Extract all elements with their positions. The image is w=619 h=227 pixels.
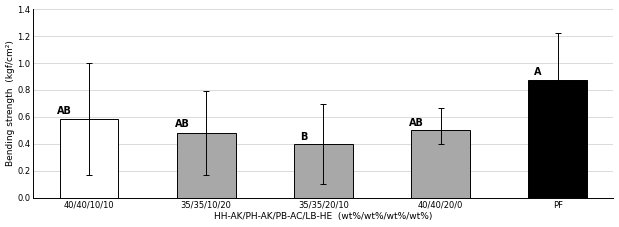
Bar: [529, 80, 587, 198]
Bar: [177, 133, 235, 198]
Bar: [294, 144, 353, 198]
Text: AB: AB: [409, 118, 424, 128]
Text: AB: AB: [175, 119, 189, 129]
Bar: [411, 130, 470, 198]
Bar: [59, 119, 118, 198]
Y-axis label: Bending strength  (kgf/cm²): Bending strength (kgf/cm²): [6, 41, 15, 166]
X-axis label: HH-AK/PH-AK/PB-AC/LB-HE  (wt%/wt%/wt%/wt%): HH-AK/PH-AK/PB-AC/LB-HE (wt%/wt%/wt%/wt%…: [214, 212, 433, 222]
Text: B: B: [300, 131, 308, 141]
Text: AB: AB: [58, 106, 72, 116]
Text: A: A: [534, 67, 542, 77]
